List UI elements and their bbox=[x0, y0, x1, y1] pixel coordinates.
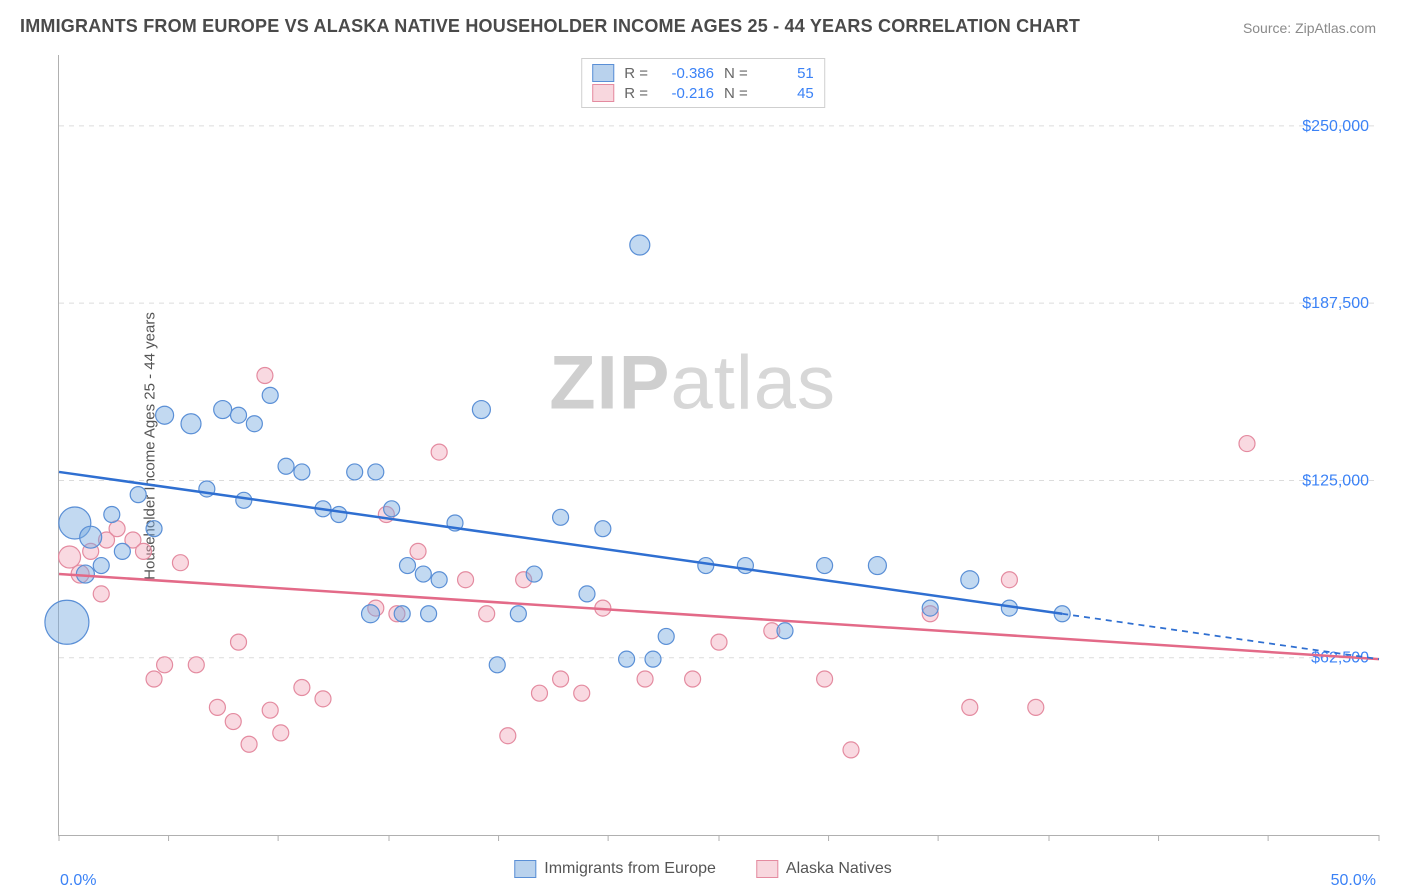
swatch-blue-icon bbox=[514, 860, 536, 878]
plot-area: ZIPatlas $62,500$125,000$187,500$250,000 bbox=[58, 55, 1379, 836]
legend-item-pink: Alaska Natives bbox=[756, 860, 892, 878]
swatch-blue-icon bbox=[592, 64, 614, 82]
x-tick-min: 0.0% bbox=[60, 872, 96, 890]
chart-container: IMMIGRANTS FROM EUROPE VS ALASKA NATIVE … bbox=[0, 0, 1406, 892]
x-tick-max: 50.0% bbox=[1331, 872, 1376, 890]
plot-svg: $62,500$125,000$187,500$250,000 bbox=[59, 55, 1379, 835]
source-attribution: Source: ZipAtlas.com bbox=[1243, 20, 1376, 36]
r-label: R = bbox=[624, 85, 648, 102]
svg-text:$125,000: $125,000 bbox=[1302, 472, 1369, 489]
legend-label-blue: Immigrants from Europe bbox=[544, 860, 716, 878]
r-value-blue: -0.386 bbox=[658, 65, 714, 82]
r-value-pink: -0.216 bbox=[658, 85, 714, 102]
correlation-row-pink: R = -0.216 N = 45 bbox=[592, 83, 814, 103]
chart-title: IMMIGRANTS FROM EUROPE VS ALASKA NATIVE … bbox=[20, 16, 1080, 37]
swatch-pink-icon bbox=[592, 84, 614, 102]
correlation-row-blue: R = -0.386 N = 51 bbox=[592, 63, 814, 83]
correlation-legend: R = -0.386 N = 51 R = -0.216 N = 45 bbox=[581, 58, 825, 108]
svg-text:$187,500: $187,500 bbox=[1302, 295, 1369, 312]
n-label: N = bbox=[724, 85, 748, 102]
n-value-pink: 45 bbox=[758, 85, 814, 102]
n-label: N = bbox=[724, 65, 748, 82]
legend-label-pink: Alaska Natives bbox=[786, 860, 892, 878]
legend-item-blue: Immigrants from Europe bbox=[514, 860, 716, 878]
series-legend: Immigrants from Europe Alaska Natives bbox=[514, 860, 891, 878]
svg-text:$250,000: $250,000 bbox=[1302, 118, 1369, 135]
n-value-blue: 51 bbox=[758, 65, 814, 82]
swatch-pink-icon bbox=[756, 860, 778, 878]
r-label: R = bbox=[624, 65, 648, 82]
